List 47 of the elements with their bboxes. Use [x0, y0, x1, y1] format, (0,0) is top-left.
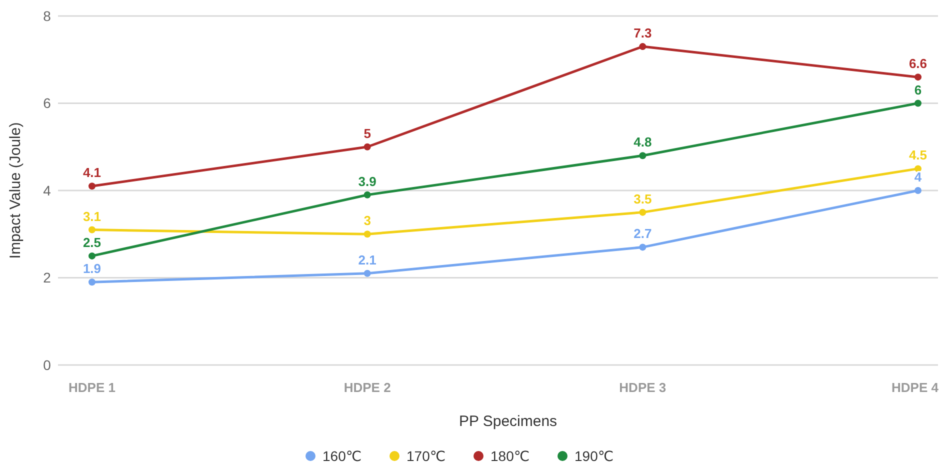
x-axis-title: PP Specimens	[458, 413, 558, 430]
data-label: 7.3	[634, 26, 652, 41]
legend-label: 160℃	[322, 448, 362, 464]
y-tick-label: 2	[43, 270, 52, 286]
legend-label: 170℃	[406, 448, 446, 464]
data-label: 6	[914, 82, 922, 98]
data-label: 6.6	[908, 56, 928, 72]
point	[88, 252, 96, 260]
point	[88, 226, 96, 234]
legend-label: 190℃	[574, 448, 614, 464]
data-label: 5	[364, 126, 371, 141]
point	[364, 270, 371, 277]
point	[364, 191, 371, 198]
data-label: 2.5	[82, 234, 102, 250]
data-label: 3.9	[358, 174, 376, 189]
point	[639, 43, 646, 50]
y-tick-label: 6	[43, 95, 52, 112]
point	[914, 74, 922, 81]
y-tick-label: 8	[43, 8, 52, 24]
data-label: 3.5	[634, 191, 652, 206]
data-label: 4.5	[908, 148, 928, 163]
data-label: 3.1	[82, 208, 102, 224]
x-tick-label: HDPE 3	[619, 380, 666, 395]
point	[639, 152, 646, 160]
x-tick-label: HDPE 1	[68, 380, 116, 395]
point	[88, 182, 96, 190]
data-label: 2.1	[358, 252, 376, 268]
point	[914, 100, 922, 107]
point	[914, 165, 922, 172]
data-label: 4.8	[634, 134, 652, 150]
point	[639, 208, 646, 216]
data-label: 4	[914, 170, 922, 184]
point	[88, 278, 96, 286]
data-label: 3	[364, 213, 371, 228]
legend-label: 180℃	[490, 448, 530, 464]
point	[364, 230, 371, 238]
y-tick-label: 0	[43, 356, 52, 373]
y-tick-label: 4	[43, 182, 52, 198]
x-tick-label: HDPE 2	[344, 380, 391, 395]
data-label: 2.7	[634, 226, 652, 242]
point	[364, 143, 371, 150]
point	[639, 244, 646, 251]
data-label: 4.1	[82, 165, 102, 180]
point	[914, 187, 922, 194]
data-label: 1.9	[82, 261, 102, 276]
y-axis-title: Impact Value (Joule)	[7, 122, 24, 259]
x-tick-label: HDPE 4	[892, 380, 940, 395]
